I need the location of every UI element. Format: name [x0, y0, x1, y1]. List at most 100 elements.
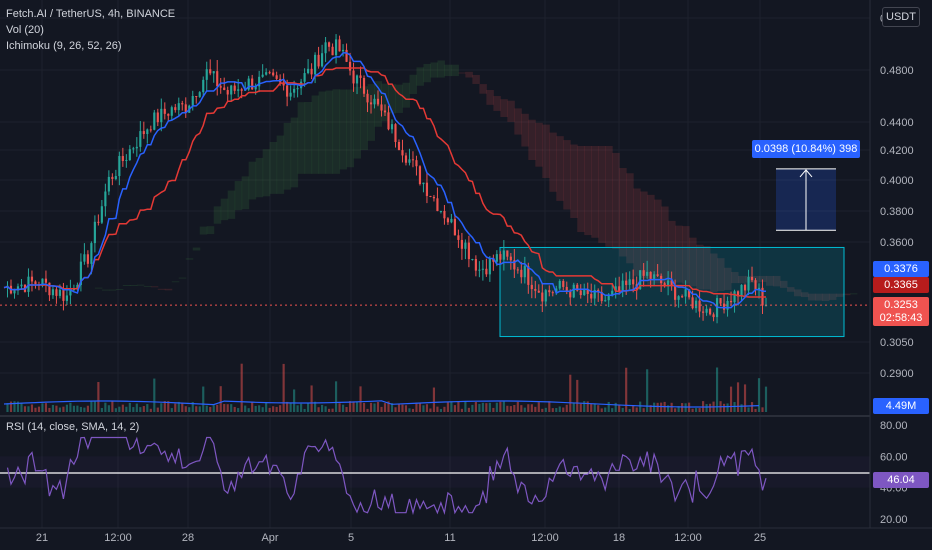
candle-body — [572, 284, 575, 298]
volume-bar — [534, 406, 537, 412]
cloud-segment — [542, 124, 550, 178]
candle — [331, 43, 334, 56]
cloud-segment — [94, 287, 103, 289]
volume-bar — [397, 404, 401, 412]
candle-body — [653, 274, 656, 279]
rsi-indicator-label[interactable]: RSI (14, close, SMA, 14, 2) — [6, 421, 140, 433]
cloud-segment — [388, 84, 396, 114]
time-tick-label: 12:00 — [674, 532, 702, 544]
volume-bar — [618, 405, 621, 412]
candle — [348, 52, 352, 76]
candle-body — [48, 282, 51, 296]
cloud-segment — [430, 62, 438, 78]
volume-bar — [422, 405, 425, 412]
candle — [247, 75, 250, 91]
cloud-segment — [402, 82, 410, 108]
cloud-segment — [598, 145, 606, 243]
candle-body — [212, 71, 215, 74]
currency-button[interactable]: USDT — [882, 7, 920, 27]
candle-body — [331, 46, 334, 56]
volume-bar — [348, 401, 352, 412]
candle — [97, 214, 100, 226]
measure-tool[interactable] — [776, 168, 836, 231]
ichimoku-indicator-label[interactable]: Ichimoku (9, 26, 52, 26) — [6, 40, 122, 52]
candle-body — [317, 54, 320, 67]
volume-bar — [104, 402, 107, 412]
candle-body — [495, 254, 498, 262]
volume-bar — [191, 402, 194, 412]
symbol-title[interactable]: Fetch.AI / TetherUS, 4h, BINANCE — [6, 8, 176, 20]
volume-bar — [698, 408, 701, 412]
cloud-segment — [703, 246, 711, 290]
volume-bar — [359, 386, 362, 412]
candle-body — [195, 96, 198, 98]
cloud-segment — [500, 99, 508, 118]
candle — [747, 269, 750, 296]
candle-body — [163, 108, 166, 114]
candle — [219, 77, 222, 94]
candle-body — [128, 149, 131, 161]
volume-legend[interactable]: Vol (20) — [6, 24, 44, 36]
cloud-segment — [549, 132, 557, 192]
candle-body — [513, 260, 516, 270]
candle-body — [226, 90, 229, 95]
candle — [653, 271, 656, 287]
candle-body — [418, 166, 422, 185]
volume-bar — [142, 406, 145, 412]
candle — [153, 109, 156, 131]
rsi-legend[interactable]: RSI (14, close, SMA, 14, 2) — [6, 421, 139, 433]
volume-bar — [139, 407, 142, 412]
cloud-segment — [682, 226, 690, 284]
volume-bar — [457, 401, 460, 412]
ichimoku-legend[interactable]: Ichimoku (9, 26, 52, 26) — [6, 40, 122, 52]
cloud-segment — [234, 181, 243, 211]
volume-bar — [338, 403, 341, 412]
volume-bar — [125, 406, 128, 412]
time-axis[interactable]: 21 12:00 28 Apr 5 11 12:00 18 12:00 25 — [0, 527, 932, 544]
candle-body — [674, 285, 677, 300]
candle — [132, 146, 135, 154]
candle — [51, 286, 55, 299]
candle-body — [121, 156, 124, 162]
volume-bar — [153, 378, 156, 412]
cloud-segment — [444, 64, 452, 77]
volume-bar — [653, 402, 656, 412]
cloud-segment — [283, 122, 292, 190]
candle — [146, 128, 149, 144]
candle-body — [348, 61, 352, 71]
candle-body — [341, 49, 345, 52]
candle-body — [55, 289, 58, 296]
candle-body — [677, 296, 680, 300]
cloud-segment — [157, 288, 166, 290]
volume-bar — [415, 402, 418, 412]
candle-body — [58, 289, 62, 296]
volume-bar — [708, 403, 712, 412]
range-box[interactable] — [499, 246, 845, 338]
candle-body — [614, 286, 617, 291]
candle-body — [656, 274, 659, 276]
candle — [37, 281, 41, 291]
volume-bar — [205, 405, 208, 412]
cloud-segment — [640, 191, 648, 278]
candle — [202, 76, 205, 97]
candle — [359, 66, 362, 89]
volume-bar — [76, 405, 79, 412]
volume-indicator-label[interactable]: Vol (20) — [6, 24, 44, 36]
candle — [338, 35, 341, 52]
volume-bar — [58, 407, 62, 412]
candle-body — [247, 78, 250, 90]
symbol-legend[interactable]: Fetch.AI / TetherUS, 4h, BINANCE — [6, 8, 175, 20]
candle — [69, 279, 72, 305]
candle — [160, 98, 163, 132]
volume-bar — [212, 405, 215, 412]
volume-bar — [174, 403, 177, 412]
candle-body — [394, 124, 397, 142]
cloud-segment — [675, 225, 683, 283]
cloud-segment — [150, 286, 159, 288]
volume-bar — [16, 401, 20, 412]
volume-bar — [83, 407, 86, 412]
candle — [429, 195, 432, 198]
candle — [562, 279, 565, 290]
candle-body — [307, 68, 310, 74]
